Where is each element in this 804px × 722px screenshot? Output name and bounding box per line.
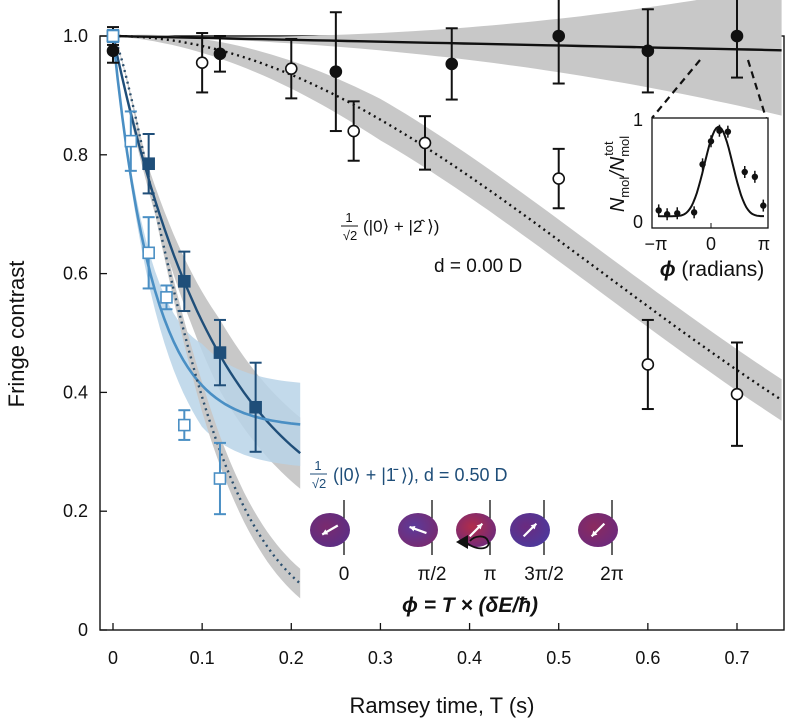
inset-x-tick-neg-pi: −π	[645, 234, 668, 254]
rotation-arrowhead	[456, 535, 468, 549]
data-point	[249, 400, 262, 414]
data-point	[445, 57, 459, 71]
axis-ticks: 0 0.1 0.2 0.3 0.4 0.5 0.6 0.7 0 0.2 0.4 0.6 0.8 1.0	[63, 26, 750, 668]
inset-y-axis-label: Nmol/Nmoltot	[601, 136, 632, 212]
x-tick-label: 0	[108, 648, 118, 668]
inset-plot: 1 0 −π 0 π ϕ (radians) Nmol/Nmoltot	[601, 110, 770, 281]
dipole-arrowhead	[409, 526, 416, 532]
data-point	[142, 246, 155, 260]
phase-label: π	[483, 564, 496, 585]
inset-x-axis-label: ϕ (radians)	[660, 258, 765, 281]
inset-zoom-line-left	[651, 59, 701, 119]
y-tick-label: 0.8	[63, 145, 88, 165]
data-point	[213, 472, 227, 485]
data-point	[195, 56, 209, 70]
data-point	[160, 291, 173, 304]
black-frac-num: 1	[345, 210, 352, 225]
data-point	[730, 29, 744, 43]
data-point	[178, 275, 191, 288]
inset-data-point	[716, 127, 723, 134]
dipole-arrowhead	[591, 530, 598, 537]
inset-zoom-line-right	[746, 59, 768, 119]
data-point	[730, 387, 744, 401]
inset-data-point	[699, 161, 706, 168]
fit-black-solid	[112, 34, 782, 52]
y-tick-label: 0.2	[63, 501, 88, 521]
dipole-arrowhead	[530, 523, 537, 530]
phase-label: π/2	[418, 564, 447, 585]
data-point	[418, 136, 432, 150]
inset-y-tick-0: 0	[633, 212, 643, 232]
fit-black-dotted	[112, 34, 783, 402]
phase-label: 2π	[600, 564, 624, 585]
data-point	[284, 62, 298, 75]
data-point	[106, 44, 120, 58]
data-point	[347, 124, 360, 138]
inset-y-tick-1: 1	[633, 110, 643, 130]
inset-data-point	[751, 173, 759, 180]
phase-label: 0	[339, 564, 350, 585]
inset-data-point	[663, 211, 671, 218]
dipole-arrowhead	[476, 523, 483, 530]
blue-ket: (|0⟩ + |1̄ ⟩), d = 0.50 D	[333, 465, 507, 485]
y-tick-label: 0.6	[63, 264, 88, 284]
dipole-arrowhead	[322, 529, 329, 535]
molecule-phase-diagram: 0 π/2 π 3π/2 2π	[310, 500, 624, 585]
x-tick-label: 0.3	[368, 648, 393, 668]
data-points	[106, 0, 744, 516]
inset-data-point	[760, 202, 767, 209]
phase-formula: ϕ = T × (δE/ħ)	[402, 594, 538, 617]
data-point	[213, 47, 227, 61]
black-ket: (|0⟩ + |2̂ ⟩)	[363, 217, 439, 236]
phase-label: 3π/2	[524, 564, 564, 585]
black-frac-den: √2	[343, 228, 357, 243]
inset-content	[655, 124, 767, 228]
data-point	[106, 29, 120, 43]
data-point	[641, 44, 655, 58]
data-point	[329, 65, 343, 78]
data-point	[142, 157, 155, 171]
data-point	[124, 134, 138, 148]
inset-data-point	[741, 168, 748, 176]
x-tick-label: 0.5	[546, 648, 571, 668]
x-tick-label: 0.6	[635, 648, 660, 668]
inset-data-point	[655, 207, 662, 214]
data-point	[641, 358, 655, 371]
data-point	[213, 346, 227, 359]
state-annotation-blue: 1 √2 (|0⟩ + |1̄ ⟩), d = 0.50 D	[310, 458, 507, 491]
x-tick-label: 0.4	[457, 648, 482, 668]
inset-x-tick-pi: π	[758, 234, 770, 254]
data-point	[178, 418, 191, 432]
y-tick-label: 0	[78, 620, 88, 640]
state-annotation-black: 1 √2 (|0⟩ + |2̂ ⟩) d = 0.00 D	[341, 210, 522, 277]
y-axis-label: Fringe contrast	[4, 261, 29, 408]
inset-data-point	[707, 138, 715, 145]
blue-frac-num: 1	[314, 458, 321, 473]
inset-data-point	[690, 209, 698, 216]
inset-data-point	[674, 210, 681, 217]
black-dipole: d = 0.00 D	[434, 256, 522, 277]
x-axis-label: Ramsey time, T (s)	[350, 693, 535, 718]
y-tick-label: 0.4	[63, 382, 88, 402]
x-tick-label: 0.1	[190, 648, 215, 668]
blue-frac-den: √2	[312, 476, 326, 491]
inset-data-point	[724, 128, 732, 135]
x-tick-label: 0.2	[279, 648, 304, 668]
band-black-solid	[113, 0, 782, 116]
confidence-bands	[113, 0, 782, 599]
data-point	[552, 29, 566, 43]
data-point	[552, 172, 566, 185]
rotation-arrow	[463, 535, 490, 550]
y-tick-label: 1.0	[63, 26, 88, 46]
x-tick-label: 0.7	[724, 648, 749, 668]
inset-x-tick-0: 0	[706, 234, 716, 254]
